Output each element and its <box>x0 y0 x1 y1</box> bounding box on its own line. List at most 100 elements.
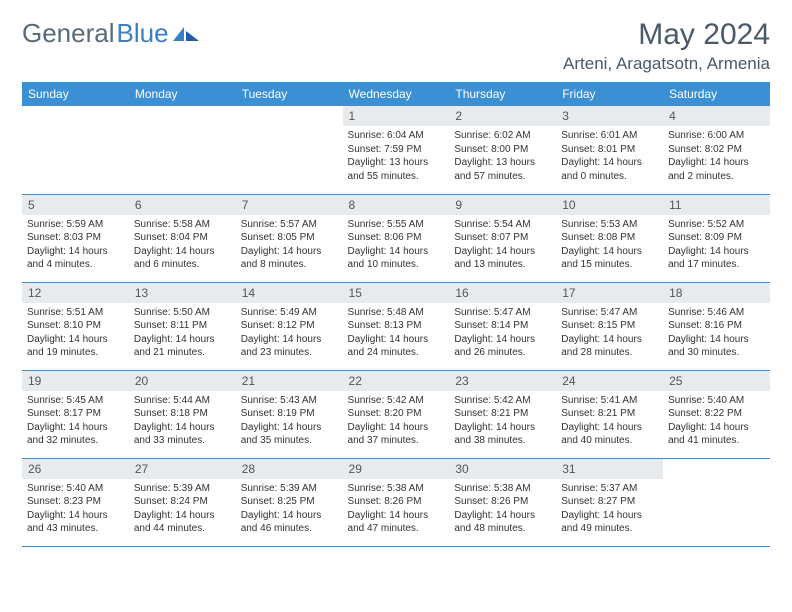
daylight-line: Daylight: 14 hours and 19 minutes. <box>27 333 124 360</box>
calendar-table: Sunday Monday Tuesday Wednesday Thursday… <box>22 82 770 547</box>
sunrise-line: Sunrise: 5:59 AM <box>27 218 124 232</box>
day-number: 22 <box>343 371 450 391</box>
day-number: 6 <box>129 195 236 215</box>
daylight-line: Daylight: 14 hours and 30 minutes. <box>668 333 765 360</box>
weekday-header: Wednesday <box>343 82 450 106</box>
sunset-line: Sunset: 8:18 PM <box>134 407 231 421</box>
sunset-line: Sunset: 8:12 PM <box>241 319 338 333</box>
sunrise-line: Sunrise: 5:50 AM <box>134 306 231 320</box>
daylight-line: Daylight: 14 hours and 8 minutes. <box>241 245 338 272</box>
sunset-line: Sunset: 8:16 PM <box>668 319 765 333</box>
calendar-cell: 12Sunrise: 5:51 AMSunset: 8:10 PMDayligh… <box>22 282 129 370</box>
day-number: 2 <box>449 106 556 126</box>
daylight-line: Daylight: 14 hours and 32 minutes. <box>27 421 124 448</box>
daylight-line: Daylight: 14 hours and 17 minutes. <box>668 245 765 272</box>
sunset-line: Sunset: 8:20 PM <box>348 407 445 421</box>
sunrise-line: Sunrise: 5:47 AM <box>561 306 658 320</box>
daylight-line: Daylight: 14 hours and 48 minutes. <box>454 509 551 536</box>
daylight-line: Daylight: 13 hours and 55 minutes. <box>348 156 445 183</box>
day-details: Sunrise: 5:42 AMSunset: 8:21 PMDaylight:… <box>449 391 556 452</box>
daylight-line: Daylight: 14 hours and 46 minutes. <box>241 509 338 536</box>
sunset-line: Sunset: 8:09 PM <box>668 231 765 245</box>
sunrise-line: Sunrise: 5:41 AM <box>561 394 658 408</box>
day-number: 4 <box>663 106 770 126</box>
sunset-line: Sunset: 8:26 PM <box>454 495 551 509</box>
day-number: 14 <box>236 283 343 303</box>
calendar-cell: 3Sunrise: 6:01 AMSunset: 8:01 PMDaylight… <box>556 106 663 194</box>
weekday-header: Friday <box>556 82 663 106</box>
calendar-cell: 2Sunrise: 6:02 AMSunset: 8:00 PMDaylight… <box>449 106 556 194</box>
calendar-cell: 19Sunrise: 5:45 AMSunset: 8:17 PMDayligh… <box>22 370 129 458</box>
calendar-cell: 22Sunrise: 5:42 AMSunset: 8:20 PMDayligh… <box>343 370 450 458</box>
calendar-cell: 18Sunrise: 5:46 AMSunset: 8:16 PMDayligh… <box>663 282 770 370</box>
sunrise-line: Sunrise: 5:43 AM <box>241 394 338 408</box>
daylight-line: Daylight: 14 hours and 41 minutes. <box>668 421 765 448</box>
daylight-line: Daylight: 14 hours and 26 minutes. <box>454 333 551 360</box>
day-details: Sunrise: 5:55 AMSunset: 8:06 PMDaylight:… <box>343 215 450 276</box>
calendar-cell: 11Sunrise: 5:52 AMSunset: 8:09 PMDayligh… <box>663 194 770 282</box>
sunrise-line: Sunrise: 5:38 AM <box>348 482 445 496</box>
logo-sail-icon <box>173 25 199 43</box>
calendar-cell: 6Sunrise: 5:58 AMSunset: 8:04 PMDaylight… <box>129 194 236 282</box>
calendar-cell: 30Sunrise: 5:38 AMSunset: 8:26 PMDayligh… <box>449 458 556 546</box>
sunrise-line: Sunrise: 5:51 AM <box>27 306 124 320</box>
daylight-line: Daylight: 14 hours and 10 minutes. <box>348 245 445 272</box>
sunrise-line: Sunrise: 5:40 AM <box>668 394 765 408</box>
sunset-line: Sunset: 8:03 PM <box>27 231 124 245</box>
sunset-line: Sunset: 8:25 PM <box>241 495 338 509</box>
sunset-line: Sunset: 8:07 PM <box>454 231 551 245</box>
day-details: Sunrise: 5:53 AMSunset: 8:08 PMDaylight:… <box>556 215 663 276</box>
sunset-line: Sunset: 8:19 PM <box>241 407 338 421</box>
calendar-row: 5Sunrise: 5:59 AMSunset: 8:03 PMDaylight… <box>22 194 770 282</box>
day-number: 17 <box>556 283 663 303</box>
day-number: 23 <box>449 371 556 391</box>
sunrise-line: Sunrise: 5:44 AM <box>134 394 231 408</box>
sunset-line: Sunset: 8:02 PM <box>668 143 765 157</box>
sunset-line: Sunset: 8:17 PM <box>27 407 124 421</box>
brand-part1: General <box>22 18 115 49</box>
day-details: Sunrise: 5:51 AMSunset: 8:10 PMDaylight:… <box>22 303 129 364</box>
sunrise-line: Sunrise: 6:01 AM <box>561 129 658 143</box>
day-number: 12 <box>22 283 129 303</box>
day-details: Sunrise: 5:39 AMSunset: 8:25 PMDaylight:… <box>236 479 343 540</box>
month-title: May 2024 <box>563 18 770 52</box>
sunset-line: Sunset: 8:10 PM <box>27 319 124 333</box>
day-details: Sunrise: 5:52 AMSunset: 8:09 PMDaylight:… <box>663 215 770 276</box>
daylight-line: Daylight: 14 hours and 49 minutes. <box>561 509 658 536</box>
day-details: Sunrise: 5:46 AMSunset: 8:16 PMDaylight:… <box>663 303 770 364</box>
day-number: 18 <box>663 283 770 303</box>
day-details: Sunrise: 5:54 AMSunset: 8:07 PMDaylight:… <box>449 215 556 276</box>
calendar-cell: 31Sunrise: 5:37 AMSunset: 8:27 PMDayligh… <box>556 458 663 546</box>
sunrise-line: Sunrise: 6:04 AM <box>348 129 445 143</box>
daylight-line: Daylight: 14 hours and 40 minutes. <box>561 421 658 448</box>
calendar-row: 12Sunrise: 5:51 AMSunset: 8:10 PMDayligh… <box>22 282 770 370</box>
day-details: Sunrise: 6:01 AMSunset: 8:01 PMDaylight:… <box>556 126 663 187</box>
calendar-cell: 25 Sunrise: 5:40 AMSunset: 8:22 PMDayligh… <box>663 370 770 458</box>
day-details: Sunrise: 5:59 AMSunset: 8:03 PMDaylight:… <box>22 215 129 276</box>
weekday-header-row: Sunday Monday Tuesday Wednesday Thursday… <box>22 82 770 106</box>
day-number: 16 <box>449 283 556 303</box>
calendar-cell: 16Sunrise: 5:47 AMSunset: 8:14 PMDayligh… <box>449 282 556 370</box>
sunrise-line: Sunrise: 5:39 AM <box>241 482 338 496</box>
daylight-line: Daylight: 14 hours and 33 minutes. <box>134 421 231 448</box>
day-number: 13 <box>129 283 236 303</box>
sunset-line: Sunset: 8:24 PM <box>134 495 231 509</box>
day-number: 5 <box>22 195 129 215</box>
calendar-cell <box>236 106 343 194</box>
sunset-line: Sunset: 8:11 PM <box>134 319 231 333</box>
calendar-cell: 5Sunrise: 5:59 AMSunset: 8:03 PMDaylight… <box>22 194 129 282</box>
day-number: 27 <box>129 459 236 479</box>
day-number: 7 <box>236 195 343 215</box>
sunrise-line: Sunrise: 5:55 AM <box>348 218 445 232</box>
sunrise-line: Sunrise: 5:52 AM <box>668 218 765 232</box>
calendar-cell: 4Sunrise: 6:00 AMSunset: 8:02 PMDaylight… <box>663 106 770 194</box>
weekday-header: Thursday <box>449 82 556 106</box>
daylight-line: Daylight: 14 hours and 15 minutes. <box>561 245 658 272</box>
day-number: 31 <box>556 459 663 479</box>
sunset-line: Sunset: 8:22 PM <box>668 407 765 421</box>
calendar-cell: 8Sunrise: 5:55 AMSunset: 8:06 PMDaylight… <box>343 194 450 282</box>
day-number: 25 <box>663 371 770 391</box>
sunrise-line: Sunrise: 5:45 AM <box>27 394 124 408</box>
calendar-cell: 1Sunrise: 6:04 AMSunset: 7:59 PMDaylight… <box>343 106 450 194</box>
sunrise-line: Sunrise: 5:58 AM <box>134 218 231 232</box>
